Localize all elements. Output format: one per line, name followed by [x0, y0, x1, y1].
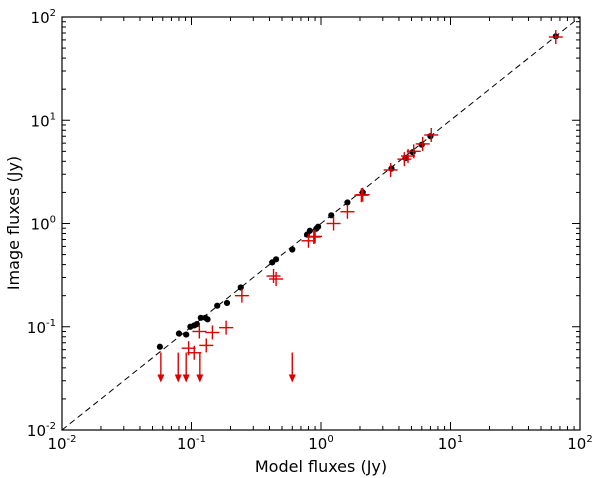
data-point-circle [223, 299, 231, 307]
x-tick-label: 100 [308, 434, 333, 453]
x-axis-label: Model fluxes (Jy) [255, 457, 387, 476]
y-tick-label: 10-2 [27, 421, 56, 440]
data-point-cross [424, 127, 439, 142]
data-point-cross [266, 269, 281, 284]
data-point-circle [272, 256, 280, 263]
y-tick-label: 100 [31, 215, 56, 234]
y-axis-label: Image fluxes (Jy) [4, 156, 23, 290]
y-tick-labels: 10-2 10-1 100 101 102 [27, 8, 56, 440]
data-point-circle [183, 331, 190, 338]
data-point-cross [234, 288, 249, 303]
data-point-cross [192, 324, 207, 339]
data-point-circle [328, 212, 335, 219]
data-point-cross [406, 144, 421, 159]
x-tick-label: 101 [438, 434, 463, 453]
data-point-cross [397, 152, 412, 167]
data-point-circle [418, 141, 425, 148]
data-point-cross [269, 272, 284, 287]
data-point-circle [315, 223, 322, 230]
data-point-circle [156, 343, 163, 350]
y-tick-label: 101 [31, 111, 56, 130]
x-tick-label: 10-1 [177, 434, 206, 453]
y-tick-label: 102 [31, 8, 56, 27]
x-tick-label: 102 [567, 434, 592, 453]
upper-limit-arrow [288, 352, 296, 383]
data-point-circle [344, 199, 351, 206]
data-point-cross [326, 216, 341, 231]
data-marks [156, 30, 563, 383]
data-point-circle [289, 246, 296, 253]
data-point-cross [199, 338, 214, 353]
data-point-circle [388, 165, 395, 172]
data-point-cross [219, 320, 234, 335]
data-point-cross [340, 204, 355, 219]
upper-limit-arrow [174, 352, 182, 383]
data-point-circle [306, 227, 313, 234]
upper-limit-arrow [196, 352, 204, 383]
reference-line-y-equals-x [62, 17, 580, 430]
data-point-cross [308, 229, 323, 244]
x-tick-labels: 10-2 10-1 100 101 102 [47, 434, 592, 453]
x-tick-label: 10-2 [47, 434, 76, 453]
axis-ticks [61, 16, 581, 431]
data-point-cross [355, 187, 370, 202]
data-point-circle [214, 302, 221, 309]
data-point-cross [415, 136, 430, 151]
upper-limit-arrow [157, 352, 165, 383]
data-point-circle [175, 330, 183, 337]
data-point-circle [409, 149, 416, 156]
data-point-circle [204, 316, 211, 323]
data-point-cross [205, 325, 220, 340]
data-point-cross [548, 30, 563, 45]
data-point-cross [187, 345, 202, 360]
data-point-cross [383, 162, 398, 177]
data-point-circle [197, 314, 204, 321]
upper-limit-arrow [182, 352, 190, 383]
data-point-circle [193, 321, 200, 328]
data-point-circle [427, 133, 434, 140]
y-tick-label: 10-1 [27, 318, 56, 337]
data-point-circle [237, 284, 244, 291]
